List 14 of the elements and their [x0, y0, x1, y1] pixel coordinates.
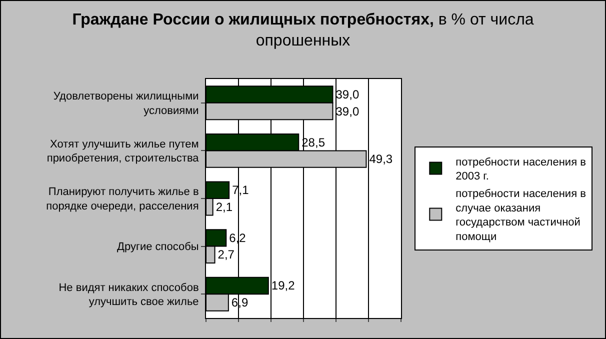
data-label: 39,0	[336, 88, 360, 102]
chart-title: Граждане России о жилищных потребностях,	[72, 12, 434, 29]
data-label: 2,7	[218, 248, 235, 262]
y-tick-label: Хотят улучшить жилье путем приобретения, строительства	[46, 138, 200, 165]
legend-label: потребности населения в 2003 г.	[456, 156, 586, 183]
data-label: 2,1	[216, 200, 233, 214]
y-tick-label: Другие способы	[117, 241, 199, 254]
data-label: 39,0	[336, 104, 360, 118]
data-label: 19,2	[271, 278, 296, 293]
y-tick-label: Не видят никаких способов улучшить свое жилье	[58, 282, 199, 308]
y-tick-label: Удовлетворены жилищными условиями	[53, 90, 199, 117]
legend-label: потребности населения в случае оказания государством частичной помощи	[456, 188, 586, 243]
y-tick-label: Планируют получить жилье в порядке очереди, расселения	[46, 186, 199, 212]
data-label: 49,3	[369, 152, 393, 166]
